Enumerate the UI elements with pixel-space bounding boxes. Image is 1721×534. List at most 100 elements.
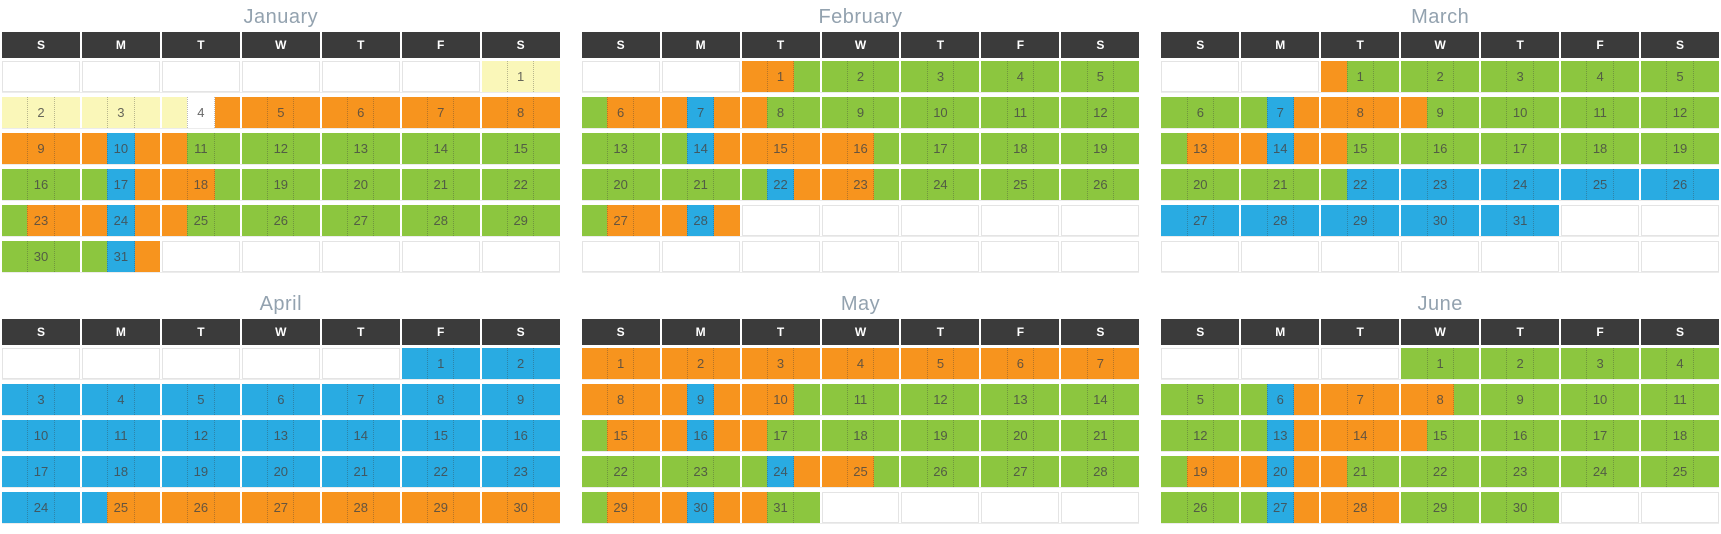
day-cell-february-9[interactable]: 9 [821, 97, 900, 128]
day-cell-february-8[interactable]: 8 [741, 97, 820, 128]
day-cell-april-8[interactable]: 8 [401, 384, 480, 415]
day-cell-april-19[interactable]: 19 [161, 456, 240, 487]
day-cell-april-15[interactable]: 15 [401, 420, 480, 451]
day-cell-january-13[interactable]: 13 [321, 133, 400, 164]
day-cell-may-9[interactable]: 9 [661, 384, 740, 415]
day-cell-january-23[interactable]: 23 [2, 205, 80, 236]
day-cell-january-12[interactable]: 12 [241, 133, 320, 164]
day-cell-february-2[interactable]: 2 [821, 61, 900, 92]
day-cell-june-18[interactable]: 18 [1641, 420, 1719, 451]
day-cell-april-10[interactable]: 10 [2, 420, 80, 451]
day-cell-june-30[interactable]: 30 [1481, 492, 1560, 523]
day-cell-may-22[interactable]: 22 [581, 456, 660, 487]
day-cell-january-27[interactable]: 27 [321, 205, 400, 236]
day-cell-february-28[interactable]: 28 [661, 205, 740, 236]
day-cell-january-15[interactable]: 15 [481, 133, 560, 164]
day-cell-april-14[interactable]: 14 [321, 420, 400, 451]
day-cell-march-11[interactable]: 11 [1561, 97, 1640, 128]
day-cell-may-19[interactable]: 19 [901, 420, 980, 451]
day-cell-june-10[interactable]: 10 [1561, 384, 1640, 415]
day-cell-may-11[interactable]: 11 [821, 384, 900, 415]
day-cell-april-3[interactable]: 3 [2, 384, 80, 415]
day-cell-may-3[interactable]: 3 [741, 348, 820, 379]
day-cell-march-15[interactable]: 15 [1321, 133, 1400, 164]
day-cell-march-14[interactable]: 14 [1241, 133, 1320, 164]
day-cell-february-11[interactable]: 11 [981, 97, 1060, 128]
day-cell-february-6[interactable]: 6 [581, 97, 660, 128]
day-cell-may-25[interactable]: 25 [821, 456, 900, 487]
day-cell-june-6[interactable]: 6 [1241, 384, 1320, 415]
day-cell-january-1[interactable]: 1 [481, 61, 560, 92]
day-cell-january-21[interactable]: 21 [401, 169, 480, 200]
day-cell-january-28[interactable]: 28 [401, 205, 480, 236]
day-cell-june-17[interactable]: 17 [1561, 420, 1640, 451]
day-cell-january-11[interactable]: 11 [161, 133, 240, 164]
day-cell-february-14[interactable]: 14 [661, 133, 740, 164]
day-cell-january-14[interactable]: 14 [401, 133, 480, 164]
day-cell-february-18[interactable]: 18 [981, 133, 1060, 164]
day-cell-april-18[interactable]: 18 [81, 456, 160, 487]
day-cell-february-5[interactable]: 5 [1061, 61, 1140, 92]
day-cell-march-8[interactable]: 8 [1321, 97, 1400, 128]
day-cell-february-15[interactable]: 15 [741, 133, 820, 164]
day-cell-may-6[interactable]: 6 [981, 348, 1060, 379]
day-cell-march-16[interactable]: 16 [1401, 133, 1480, 164]
day-cell-march-23[interactable]: 23 [1401, 169, 1480, 200]
day-cell-april-28[interactable]: 28 [321, 492, 400, 523]
day-cell-march-26[interactable]: 26 [1641, 169, 1719, 200]
day-cell-february-13[interactable]: 13 [581, 133, 660, 164]
day-cell-may-23[interactable]: 23 [661, 456, 740, 487]
day-cell-may-4[interactable]: 4 [821, 348, 900, 379]
day-cell-april-9[interactable]: 9 [481, 384, 560, 415]
day-cell-may-21[interactable]: 21 [1061, 420, 1140, 451]
day-cell-january-18[interactable]: 18 [161, 169, 240, 200]
day-cell-february-25[interactable]: 25 [981, 169, 1060, 200]
day-cell-february-7[interactable]: 7 [661, 97, 740, 128]
day-cell-april-22[interactable]: 22 [401, 456, 480, 487]
day-cell-february-22[interactable]: 22 [741, 169, 820, 200]
day-cell-january-16[interactable]: 16 [2, 169, 80, 200]
day-cell-may-17[interactable]: 17 [741, 420, 820, 451]
day-cell-may-1[interactable]: 1 [581, 348, 660, 379]
day-cell-june-29[interactable]: 29 [1401, 492, 1480, 523]
day-cell-may-29[interactable]: 29 [581, 492, 660, 523]
day-cell-may-7[interactable]: 7 [1061, 348, 1140, 379]
day-cell-january-30[interactable]: 30 [2, 241, 80, 272]
day-cell-may-10[interactable]: 10 [741, 384, 820, 415]
day-cell-january-24[interactable]: 24 [81, 205, 160, 236]
day-cell-june-7[interactable]: 7 [1321, 384, 1400, 415]
day-cell-february-26[interactable]: 26 [1061, 169, 1140, 200]
day-cell-february-23[interactable]: 23 [821, 169, 900, 200]
day-cell-april-12[interactable]: 12 [161, 420, 240, 451]
day-cell-february-1[interactable]: 1 [741, 61, 820, 92]
day-cell-june-13[interactable]: 13 [1241, 420, 1320, 451]
day-cell-february-3[interactable]: 3 [901, 61, 980, 92]
day-cell-january-8[interactable]: 8 [481, 97, 560, 128]
day-cell-may-28[interactable]: 28 [1061, 456, 1140, 487]
day-cell-june-1[interactable]: 1 [1401, 348, 1480, 379]
day-cell-may-18[interactable]: 18 [821, 420, 900, 451]
day-cell-january-4[interactable]: 4 [161, 97, 240, 128]
day-cell-june-25[interactable]: 25 [1641, 456, 1719, 487]
day-cell-june-19[interactable]: 19 [1161, 456, 1240, 487]
day-cell-april-24[interactable]: 24 [2, 492, 80, 523]
day-cell-january-31[interactable]: 31 [81, 241, 160, 272]
day-cell-june-5[interactable]: 5 [1161, 384, 1240, 415]
day-cell-june-23[interactable]: 23 [1481, 456, 1560, 487]
day-cell-june-15[interactable]: 15 [1401, 420, 1480, 451]
day-cell-june-21[interactable]: 21 [1321, 456, 1400, 487]
day-cell-march-29[interactable]: 29 [1321, 205, 1400, 236]
day-cell-march-9[interactable]: 9 [1401, 97, 1480, 128]
day-cell-may-8[interactable]: 8 [581, 384, 660, 415]
day-cell-march-3[interactable]: 3 [1481, 61, 1560, 92]
day-cell-june-24[interactable]: 24 [1561, 456, 1640, 487]
day-cell-march-20[interactable]: 20 [1161, 169, 1240, 200]
day-cell-january-26[interactable]: 26 [241, 205, 320, 236]
day-cell-june-9[interactable]: 9 [1481, 384, 1560, 415]
day-cell-february-21[interactable]: 21 [661, 169, 740, 200]
day-cell-may-16[interactable]: 16 [661, 420, 740, 451]
day-cell-june-27[interactable]: 27 [1241, 492, 1320, 523]
day-cell-june-2[interactable]: 2 [1481, 348, 1560, 379]
day-cell-april-17[interactable]: 17 [2, 456, 80, 487]
day-cell-april-21[interactable]: 21 [321, 456, 400, 487]
